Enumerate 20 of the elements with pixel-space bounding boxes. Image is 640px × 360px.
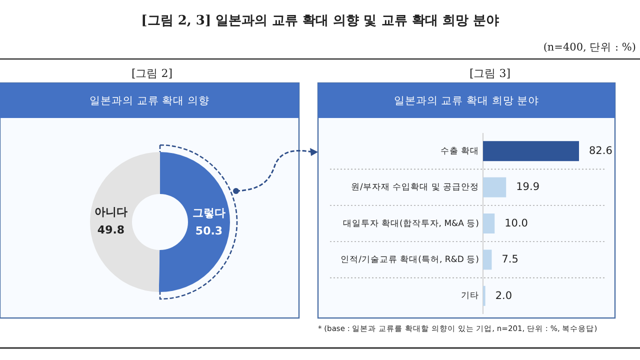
slice-label: 그렇다: [192, 206, 226, 220]
text: [그림 2, 3] 일본과의 교류 확대 의향 및 교류 확대 희망 분야: [141, 13, 499, 28]
y-tick-label: 인적/기술교류 확대(특허, R&D 등): [340, 255, 479, 266]
chart-title: 일본과의 교류 확대 희망 분야: [394, 94, 540, 107]
data-label: 49.8: [97, 224, 125, 237]
data-label: 7.5: [502, 254, 518, 266]
y-tick-label: 기타: [461, 291, 479, 302]
data-label: 82.6: [589, 144, 613, 157]
data-label: 19.9: [516, 181, 540, 194]
text: [그림 2]: [131, 66, 173, 80]
data-label: 2.0: [495, 290, 512, 302]
slice-label: 아니다: [94, 206, 128, 219]
chart-title: 일본과의 교류 확대 의향: [89, 94, 210, 107]
data-label: 50.3: [195, 224, 223, 238]
text: (n=400, 단위 : %): [543, 42, 636, 54]
y-tick-label: 대일투자 확대(합작투자, M&A 등): [342, 218, 479, 229]
y-tick-label: 원/부자재 수입확대 및 공급안정: [351, 182, 479, 193]
data-label: 10.0: [504, 217, 528, 230]
text: [그림 3]: [469, 66, 511, 80]
y-tick-label: 수출 확대: [440, 146, 479, 156]
